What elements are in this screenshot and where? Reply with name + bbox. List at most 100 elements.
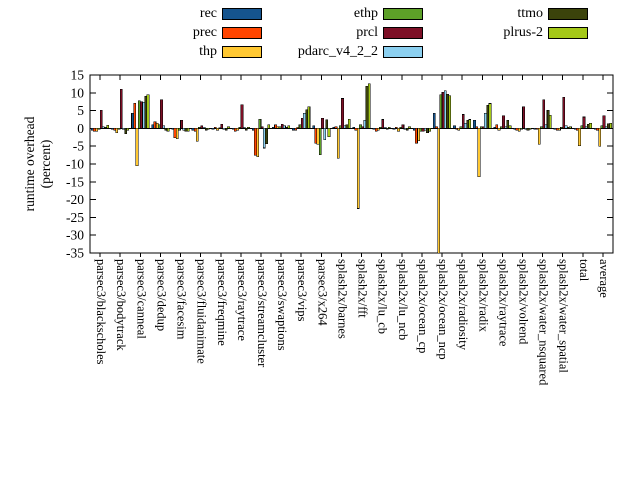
bar	[294, 128, 298, 131]
legend-label-ttmo: ttmo	[517, 5, 543, 21]
bar	[372, 128, 376, 130]
bar	[374, 128, 378, 132]
bar	[283, 125, 286, 129]
category-label: parsec3/x264	[315, 259, 329, 326]
legend-label-plrus-2: plrus-2	[503, 24, 543, 40]
bar	[363, 119, 367, 129]
bar	[562, 96, 566, 129]
bar	[93, 128, 96, 132]
bar	[575, 128, 579, 131]
bar	[415, 128, 418, 144]
bar	[432, 113, 436, 129]
bar	[526, 128, 530, 131]
bar	[540, 126, 543, 129]
bar	[596, 128, 599, 131]
bar	[258, 118, 262, 129]
y-tick-label: -15	[66, 174, 84, 189]
series-thp	[95, 122, 602, 253]
bar	[262, 128, 266, 149]
bar	[244, 128, 248, 131]
bar	[352, 127, 356, 129]
bar	[106, 124, 110, 129]
bar	[515, 128, 519, 131]
bar	[240, 104, 244, 129]
bar	[535, 128, 539, 130]
legend-swatch-thp	[222, 45, 262, 58]
bar	[399, 127, 403, 129]
bar	[504, 126, 508, 129]
bar	[124, 128, 128, 135]
bar	[338, 125, 342, 129]
bar	[569, 126, 572, 129]
bar	[428, 128, 431, 132]
bar	[101, 126, 105, 129]
bar	[580, 125, 584, 129]
bar	[155, 122, 159, 129]
bar	[493, 127, 497, 129]
bar	[222, 128, 226, 130]
category-label: splash2x/radiosity	[456, 259, 470, 351]
bar	[423, 128, 427, 131]
bar	[412, 128, 416, 131]
bar	[204, 128, 208, 131]
category-label: parsec3/facesim	[175, 259, 189, 340]
bar	[256, 128, 260, 158]
bar	[314, 128, 318, 144]
legend-swatch-prcl	[383, 26, 423, 39]
bar	[218, 127, 222, 129]
bar	[441, 91, 445, 129]
legend-entry-prcl: prcl	[298, 23, 423, 42]
bar	[524, 128, 528, 130]
bar	[453, 125, 456, 129]
bars-group	[90, 83, 613, 253]
bar	[584, 126, 588, 129]
y-tick-label: -35	[66, 246, 84, 261]
bar	[542, 99, 546, 129]
bar	[99, 109, 103, 129]
bar	[488, 103, 492, 129]
bar	[600, 125, 604, 129]
bar	[578, 128, 581, 147]
category-label: splash2x/raytrace	[496, 259, 510, 347]
bar	[513, 128, 517, 130]
category-label: splash2x/volrend	[516, 259, 530, 345]
bar	[175, 128, 179, 139]
bar	[97, 128, 101, 130]
bar	[193, 128, 197, 132]
bar	[408, 126, 411, 129]
series-prcl	[99, 88, 606, 132]
bar	[122, 128, 125, 130]
bar	[334, 126, 338, 129]
bar	[274, 124, 277, 129]
bar	[90, 128, 94, 131]
bar	[356, 128, 360, 209]
bar	[473, 119, 476, 129]
legend-swatch-plrus-2	[548, 26, 588, 39]
bar	[582, 116, 586, 129]
bar	[365, 85, 369, 129]
bar	[459, 126, 463, 129]
y-tick-label: -10	[66, 157, 84, 172]
bar	[520, 128, 523, 130]
bar	[546, 109, 550, 129]
bar	[151, 124, 155, 129]
category-label: average	[597, 259, 611, 298]
bar	[421, 128, 425, 132]
bar	[419, 128, 423, 132]
bar	[394, 127, 398, 129]
category-label: total	[577, 259, 591, 282]
bar	[202, 127, 206, 129]
bar	[345, 124, 349, 129]
bar	[191, 128, 195, 131]
bar	[484, 113, 487, 129]
bar	[528, 128, 532, 130]
legend-label-prec: prec	[192, 24, 217, 40]
legend-entry-thp: thp	[193, 42, 262, 61]
bar	[95, 128, 99, 132]
bar	[443, 90, 447, 129]
category-label: splash2x/ocean_ncp	[436, 259, 450, 360]
bar	[495, 124, 499, 129]
y-tick-label: -25	[66, 210, 84, 225]
bar	[564, 125, 568, 129]
bar	[117, 128, 121, 130]
